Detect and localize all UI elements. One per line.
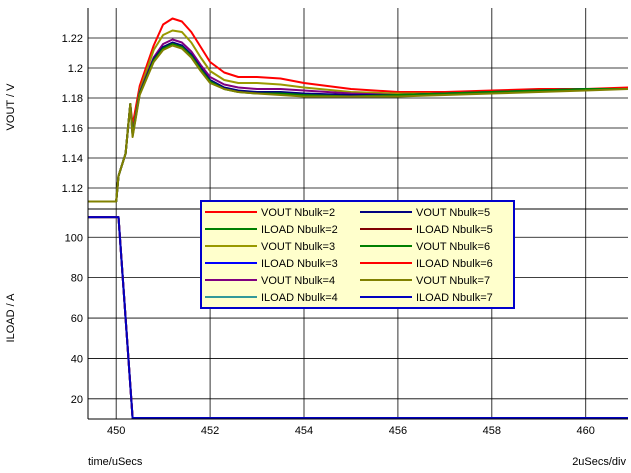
x-unit-label: time/uSecs xyxy=(88,456,143,468)
legend-label: VOUT Nbulk=6 xyxy=(416,241,490,253)
legend-label: ILOAD Nbulk=2 xyxy=(261,224,338,236)
tick-labels: 1.12 1.14 1.16 1.18 1.2 1.22 20 40 60 80 100 450 452… xyxy=(62,33,595,437)
legend-label: VOUT Nbulk=5 xyxy=(416,207,490,219)
legend-label: ILOAD Nbulk=7 xyxy=(416,292,493,304)
legend-label: ILOAD Nbulk=5 xyxy=(416,224,493,236)
iload-ylabel: ILOAD / A xyxy=(5,293,17,343)
legend-box xyxy=(200,200,515,309)
iload-ytick-label: 100 xyxy=(65,232,83,244)
vout-ytick-label: 1.12 xyxy=(62,183,83,195)
legend-label: ILOAD Nbulk=3 xyxy=(261,258,338,270)
legend-label: VOUT Nbulk=7 xyxy=(416,275,490,287)
legend-label: ILOAD Nbulk=4 xyxy=(261,292,338,304)
vout-ytick-label: 1.2 xyxy=(68,63,83,75)
legend-label: VOUT Nbulk=4 xyxy=(261,275,335,287)
vout-ytick-label: 1.16 xyxy=(62,123,83,135)
x-tick-label: 452 xyxy=(201,425,219,437)
legend-label: VOUT Nbulk=3 xyxy=(261,241,335,253)
iload-ytick-label: 20 xyxy=(71,394,83,406)
x-tick-label: 460 xyxy=(577,425,595,437)
x-tick-label: 456 xyxy=(389,425,407,437)
vout-ytick-label: 1.22 xyxy=(62,33,83,45)
vout-ytick-label: 1.14 xyxy=(62,153,83,165)
iload-ytick-label: 60 xyxy=(71,313,83,325)
iload-ytick-label: 80 xyxy=(71,273,83,285)
x-tick-label: 450 xyxy=(107,425,125,437)
x-tick-label: 454 xyxy=(295,425,313,437)
series-lines xyxy=(88,17,629,419)
legend-label: VOUT Nbulk=2 xyxy=(261,207,335,219)
legend-label: ILOAD Nbulk=6 xyxy=(416,258,493,270)
vout-ytick-label: 1.18 xyxy=(62,93,83,105)
x-scale-label: 2uSecs/div xyxy=(572,456,626,468)
vout-series-line-5 xyxy=(88,44,629,203)
legend: VOUT Nbulk=2 VOUT Nbulk=5 ILOAD Nbulk=2 ILO… xyxy=(200,200,515,309)
vout-ylabel: VOUT / V xyxy=(5,83,17,131)
iload-ytick-label: 40 xyxy=(71,353,83,365)
x-tick-label: 458 xyxy=(483,425,501,437)
iload-series-line-5 xyxy=(88,216,628,419)
